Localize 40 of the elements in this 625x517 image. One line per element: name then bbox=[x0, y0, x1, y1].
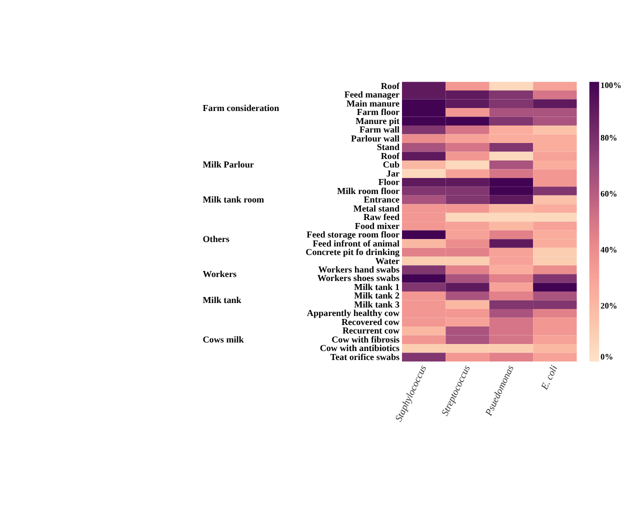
text: Workers bbox=[202, 268, 237, 279]
text: Others bbox=[202, 234, 230, 244]
y-tick-label: Workers shoes swabs bbox=[317, 273, 400, 284]
y-tick-label: Parlour wall bbox=[351, 133, 400, 144]
y-tick-label: Teat orifice swabs bbox=[330, 352, 400, 362]
y-tick-label: Food mixer bbox=[354, 220, 400, 231]
y-tick-label: Raw feed bbox=[363, 212, 400, 222]
text: Milk Parlour bbox=[202, 160, 254, 170]
y-tick-label: Milk tank 1 bbox=[354, 282, 400, 292]
text: Farm consideration bbox=[202, 102, 280, 113]
text: Milk tank room bbox=[202, 194, 265, 205]
y-tick-label: Manure pit bbox=[356, 116, 400, 126]
y-tick-label: Floor bbox=[378, 177, 400, 188]
y-tick-label: Recurrent cow bbox=[342, 326, 400, 336]
y-tick-label: Feed storage room floor bbox=[306, 230, 400, 240]
y-tick-label: Cow with antibiotics bbox=[320, 343, 400, 354]
y-tick-label: Entrance bbox=[364, 194, 400, 205]
y-tick-label: Feed manager bbox=[344, 90, 400, 100]
y-tick-label: Apparently healthy cow bbox=[306, 308, 400, 318]
x-tick-label: E. coli bbox=[539, 364, 560, 392]
y-tick-label: Farm floor bbox=[356, 107, 400, 118]
y-tick-label: Farm wall bbox=[359, 124, 400, 135]
y-tick-label: Feed infront of animal bbox=[312, 238, 400, 248]
y-tick-label: Workers hand swabs bbox=[318, 264, 400, 274]
y-tick-label: Cow with fibrosis bbox=[332, 334, 400, 344]
text: Milk tank bbox=[202, 295, 242, 306]
y-tick-label: Roof bbox=[380, 80, 400, 91]
y-tick-label: Milk room floor bbox=[337, 186, 400, 196]
y-tick-label: Recovered cow bbox=[341, 316, 400, 327]
y-tick-label: Main manure bbox=[346, 98, 400, 108]
y-tick-label: Metal stand bbox=[353, 203, 400, 214]
y-tick-label: Jar bbox=[386, 168, 400, 178]
y-tick-label: Stand bbox=[376, 142, 400, 152]
y-tick-label: Milk tank 2 bbox=[354, 290, 400, 301]
y-tick-label: Concrete pit fo drinking bbox=[306, 247, 400, 258]
y-tick-label: Roof bbox=[380, 150, 400, 161]
text: Cows milk bbox=[202, 334, 245, 344]
y-tick-label: Water bbox=[375, 256, 400, 266]
y-tick-label: Cub bbox=[382, 160, 400, 170]
y-tick-label: Milk tank 3 bbox=[354, 299, 400, 310]
